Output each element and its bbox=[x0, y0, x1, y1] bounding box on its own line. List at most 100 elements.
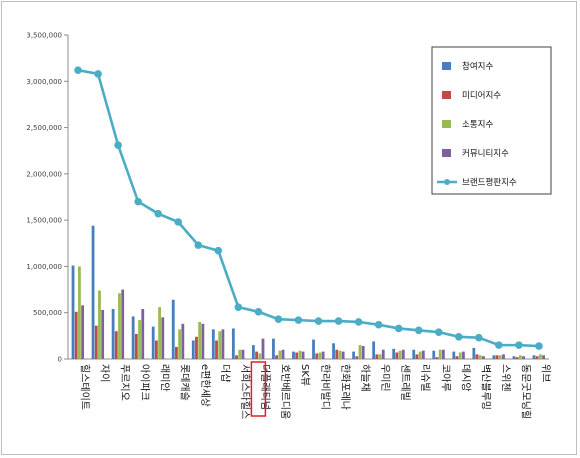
bar bbox=[71, 265, 75, 359]
line-point bbox=[475, 333, 483, 342]
line-point bbox=[94, 70, 102, 78]
legend-label: 참여지수 bbox=[462, 61, 493, 72]
x-tick-label: 동문굿모닝힐 bbox=[519, 364, 532, 419]
bar bbox=[315, 353, 319, 359]
x-labels-layer: 힐스테이트 자이 푸르지오 아이파크 래미안 롯데캐슬 e편한세상 더샵 서희스타힐스 더플래티넘… bbox=[79, 361, 552, 419]
bar bbox=[462, 351, 465, 359]
bar bbox=[255, 351, 258, 359]
x-tick-label: 센트레빌 bbox=[399, 364, 411, 401]
bar bbox=[91, 225, 95, 359]
y-tick-label: 500,000 bbox=[33, 309, 62, 317]
axis-layer: 0 500,000 1,000,000 1,500,000 2,000,000 2,500… bbox=[26, 32, 549, 364]
bar bbox=[101, 309, 105, 359]
bar bbox=[458, 352, 462, 359]
bar bbox=[532, 355, 536, 359]
legend-label: 소통지수 bbox=[462, 120, 493, 130]
bar bbox=[355, 356, 359, 359]
bar bbox=[455, 356, 459, 359]
bar bbox=[98, 290, 101, 359]
bar bbox=[272, 338, 275, 359]
line-point bbox=[535, 342, 543, 350]
bar bbox=[381, 349, 385, 359]
bar bbox=[375, 354, 379, 359]
line-point bbox=[334, 317, 343, 325]
bar bbox=[398, 350, 402, 359]
bar bbox=[211, 329, 215, 359]
line-point bbox=[515, 341, 523, 349]
bar bbox=[181, 323, 185, 359]
line-point bbox=[174, 218, 183, 226]
bar bbox=[138, 320, 141, 359]
bar bbox=[161, 317, 165, 359]
line-point bbox=[374, 320, 383, 329]
highlight-box bbox=[250, 361, 267, 417]
bar bbox=[478, 355, 482, 359]
bar bbox=[178, 329, 182, 359]
line-point bbox=[294, 316, 303, 324]
line-point bbox=[214, 246, 223, 255]
bar bbox=[335, 349, 339, 359]
bar bbox=[134, 334, 138, 359]
bar bbox=[412, 349, 416, 359]
bar bbox=[358, 345, 362, 359]
bar bbox=[495, 355, 499, 359]
bar bbox=[301, 351, 305, 359]
bar bbox=[535, 356, 539, 359]
line-point bbox=[254, 307, 263, 316]
bar bbox=[198, 321, 202, 359]
legend-swatch bbox=[442, 120, 451, 128]
bar bbox=[195, 336, 198, 359]
bar bbox=[141, 309, 145, 359]
bar bbox=[258, 353, 262, 359]
x-tick-label: 롯데캐슬 bbox=[179, 364, 191, 401]
legend-swatch bbox=[442, 91, 451, 99]
bar bbox=[352, 351, 356, 359]
line-point bbox=[114, 141, 122, 149]
bar bbox=[231, 328, 235, 359]
bar bbox=[215, 340, 218, 359]
line-point bbox=[455, 332, 463, 341]
line-point bbox=[154, 209, 162, 218]
x-tick-label: 더샵 bbox=[219, 364, 231, 382]
bar bbox=[241, 349, 245, 359]
bar bbox=[278, 350, 282, 359]
bar bbox=[542, 355, 545, 359]
bar bbox=[482, 356, 485, 359]
legend-label: 미디어지수 bbox=[462, 90, 501, 101]
bar bbox=[518, 355, 522, 359]
bar bbox=[151, 326, 155, 359]
legend-label: 커뮤니티지수 bbox=[462, 148, 509, 159]
bar bbox=[338, 350, 342, 359]
legend-swatch bbox=[442, 149, 451, 157]
x-tick-label: 자이 bbox=[99, 364, 111, 382]
bar bbox=[498, 355, 502, 359]
x-tick-label: 서희스타힐스 bbox=[239, 364, 252, 419]
line-point bbox=[134, 197, 142, 206]
y-tick-label: 1,000,000 bbox=[26, 263, 62, 271]
bar bbox=[472, 347, 476, 359]
bar bbox=[421, 350, 425, 359]
x-tick-label: 래미안 bbox=[159, 364, 171, 392]
bar bbox=[512, 356, 516, 359]
x-tick-label: SK뷰 bbox=[299, 364, 310, 386]
bar bbox=[515, 357, 519, 359]
bar bbox=[312, 339, 315, 359]
bars-layer bbox=[71, 225, 545, 359]
bar bbox=[418, 351, 422, 359]
x-tick-label: 하늘채 bbox=[359, 364, 372, 392]
bar bbox=[94, 325, 98, 359]
x-tick-label: e편한세상 bbox=[199, 364, 211, 407]
bar bbox=[121, 289, 125, 359]
bar bbox=[261, 338, 265, 359]
x-tick-label: 한라비발디 bbox=[319, 364, 331, 410]
bar bbox=[492, 355, 496, 359]
bar bbox=[295, 352, 299, 359]
bar bbox=[191, 340, 195, 359]
bar bbox=[118, 293, 121, 359]
x-tick-label: 리슈빌 bbox=[419, 364, 431, 392]
bar bbox=[238, 349, 242, 359]
x-tick-label: 호반베르디움 bbox=[279, 364, 291, 419]
y-tick-label: 3,500,000 bbox=[26, 32, 62, 40]
bar bbox=[475, 354, 479, 359]
